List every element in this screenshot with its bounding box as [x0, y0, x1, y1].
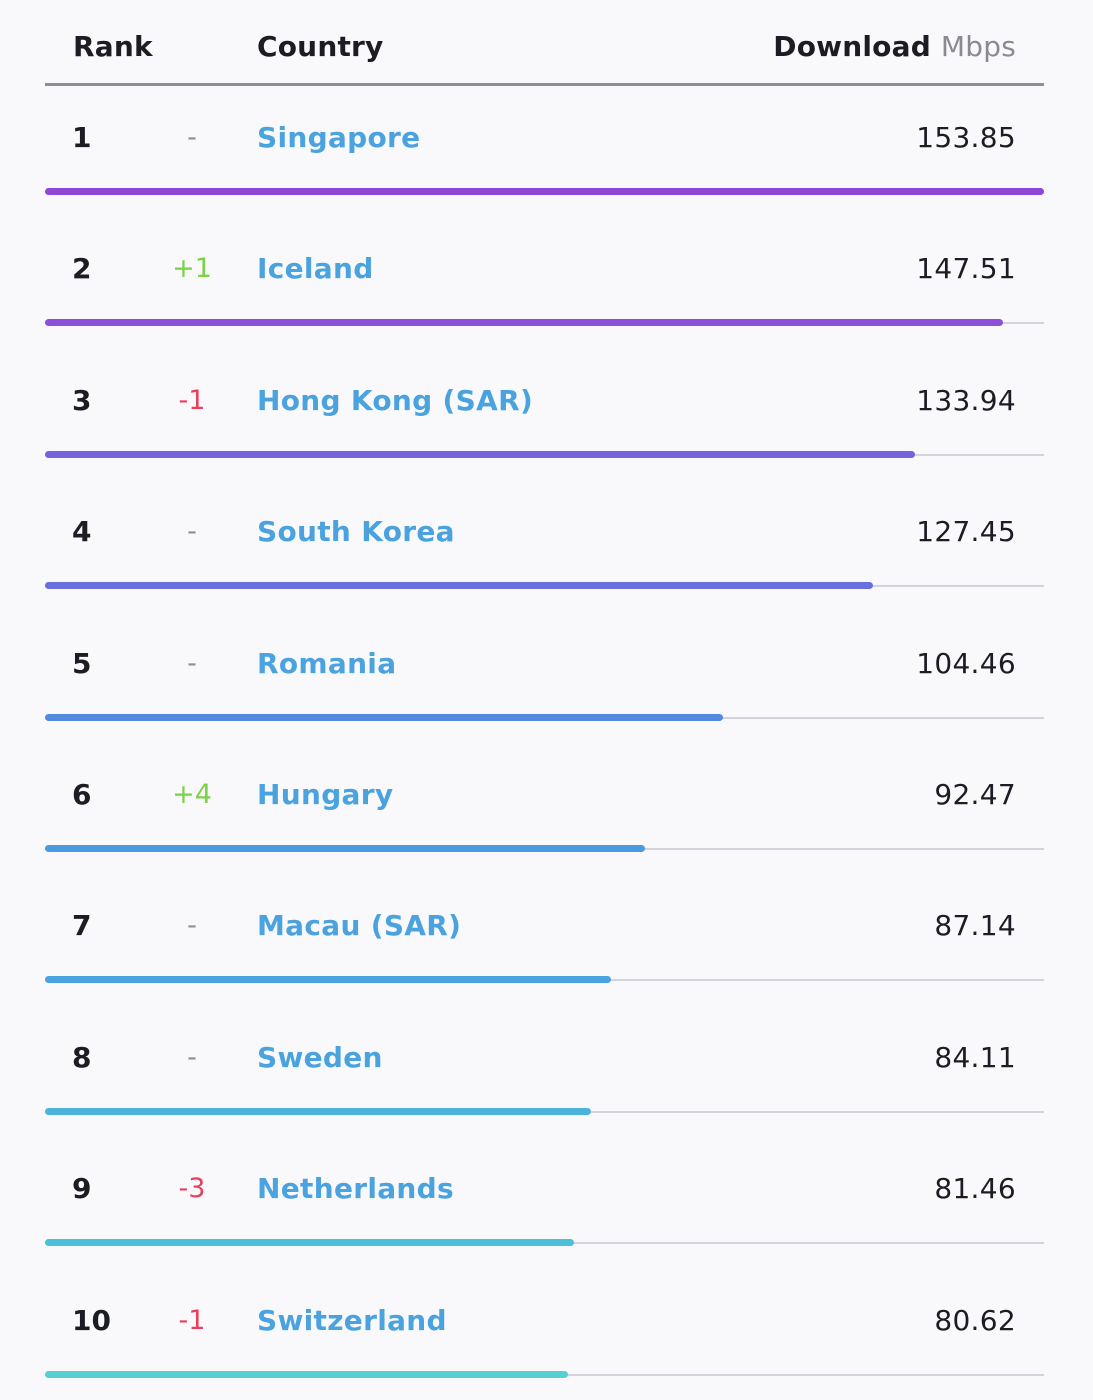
download-column-header: Download Mbps: [773, 30, 1016, 63]
speed-bar: [45, 450, 915, 458]
table-row: 8 - Sweden 84.11: [45, 1006, 1044, 1137]
download-value: 127.45: [916, 515, 1016, 549]
rank-change: -: [187, 647, 197, 679]
country-link[interactable]: Netherlands: [257, 1172, 454, 1206]
country-column-header: Country: [257, 30, 384, 63]
download-header-label: Download: [773, 30, 931, 63]
speed-bar: [45, 1239, 574, 1247]
rank-number: 5: [72, 646, 92, 680]
table-row: 9 -3 Netherlands 81.46: [45, 1137, 1044, 1268]
country-link[interactable]: Iceland: [257, 252, 374, 286]
country-link[interactable]: Macau (SAR): [257, 909, 462, 943]
country-link[interactable]: Singapore: [257, 121, 421, 154]
speed-bar: [45, 1370, 568, 1378]
download-value: 87.14: [934, 909, 1016, 943]
speed-ranking-table: Rank Country Download Mbps 1 - Singapore 15…: [45, 0, 1044, 1378]
table-row: 1 - Singapore 153.85: [45, 86, 1044, 217]
table-header: Rank Country Download Mbps: [45, 0, 1044, 86]
rank-number: 10: [72, 1303, 111, 1337]
rank-number: 8: [72, 1040, 92, 1074]
speed-bar: [45, 845, 645, 852]
unit-label: Mbps: [940, 30, 1016, 63]
download-value: 153.85: [916, 121, 1016, 154]
download-value: 147.51: [916, 252, 1016, 286]
table-row: 5 - Romania 104.46: [45, 612, 1044, 743]
rank-change: +4: [172, 779, 212, 810]
download-value: 81.46: [934, 1172, 1016, 1206]
country-link[interactable]: Hungary: [257, 778, 394, 811]
rank-change: -: [187, 516, 197, 548]
rank-change: -: [187, 122, 197, 153]
country-link[interactable]: Romania: [257, 646, 397, 680]
rank-number: 9: [72, 1172, 92, 1206]
rank-column-header: Rank: [73, 30, 153, 63]
table-row: 4 - South Korea 127.45: [45, 480, 1044, 611]
country-link[interactable]: Hong Kong (SAR): [257, 383, 534, 417]
country-link[interactable]: Sweden: [257, 1040, 383, 1074]
rank-number: 4: [72, 515, 92, 549]
rank-number: 3: [72, 383, 92, 417]
table-row: 7 - Macau (SAR) 87.14: [45, 874, 1044, 1005]
rank-change: -: [187, 910, 197, 942]
table-row: 6 +4 Hungary 92.47: [45, 743, 1044, 874]
rank-number: 1: [72, 121, 92, 154]
country-link[interactable]: Switzerland: [257, 1303, 447, 1337]
rank-change: +1: [172, 253, 212, 285]
rank-change: -3: [178, 1173, 206, 1205]
rank-change: -1: [178, 384, 206, 416]
speed-bar: [45, 582, 873, 590]
download-value: 104.46: [916, 646, 1016, 680]
speed-bar: [45, 188, 1044, 195]
download-value: 84.11: [934, 1040, 1016, 1074]
rank-number: 7: [72, 909, 92, 943]
download-value: 133.94: [916, 383, 1016, 417]
rank-change: -: [187, 1041, 197, 1073]
speed-bar: [45, 976, 611, 984]
table-row: 10 -1 Switzerland 80.62: [45, 1269, 1044, 1400]
rank-change: -1: [178, 1304, 206, 1336]
table-row: 3 -1 Hong Kong (SAR) 133.94: [45, 349, 1044, 480]
table-row: 2 +1 Iceland 147.51: [45, 217, 1044, 348]
country-link[interactable]: South Korea: [257, 515, 455, 549]
rank-number: 2: [72, 252, 92, 286]
download-value: 92.47: [934, 778, 1016, 811]
speed-bar: [45, 1107, 591, 1115]
speed-bar: [45, 319, 1003, 327]
speed-bar: [45, 713, 723, 721]
download-value: 80.62: [934, 1303, 1016, 1337]
rank-number: 6: [72, 778, 92, 811]
